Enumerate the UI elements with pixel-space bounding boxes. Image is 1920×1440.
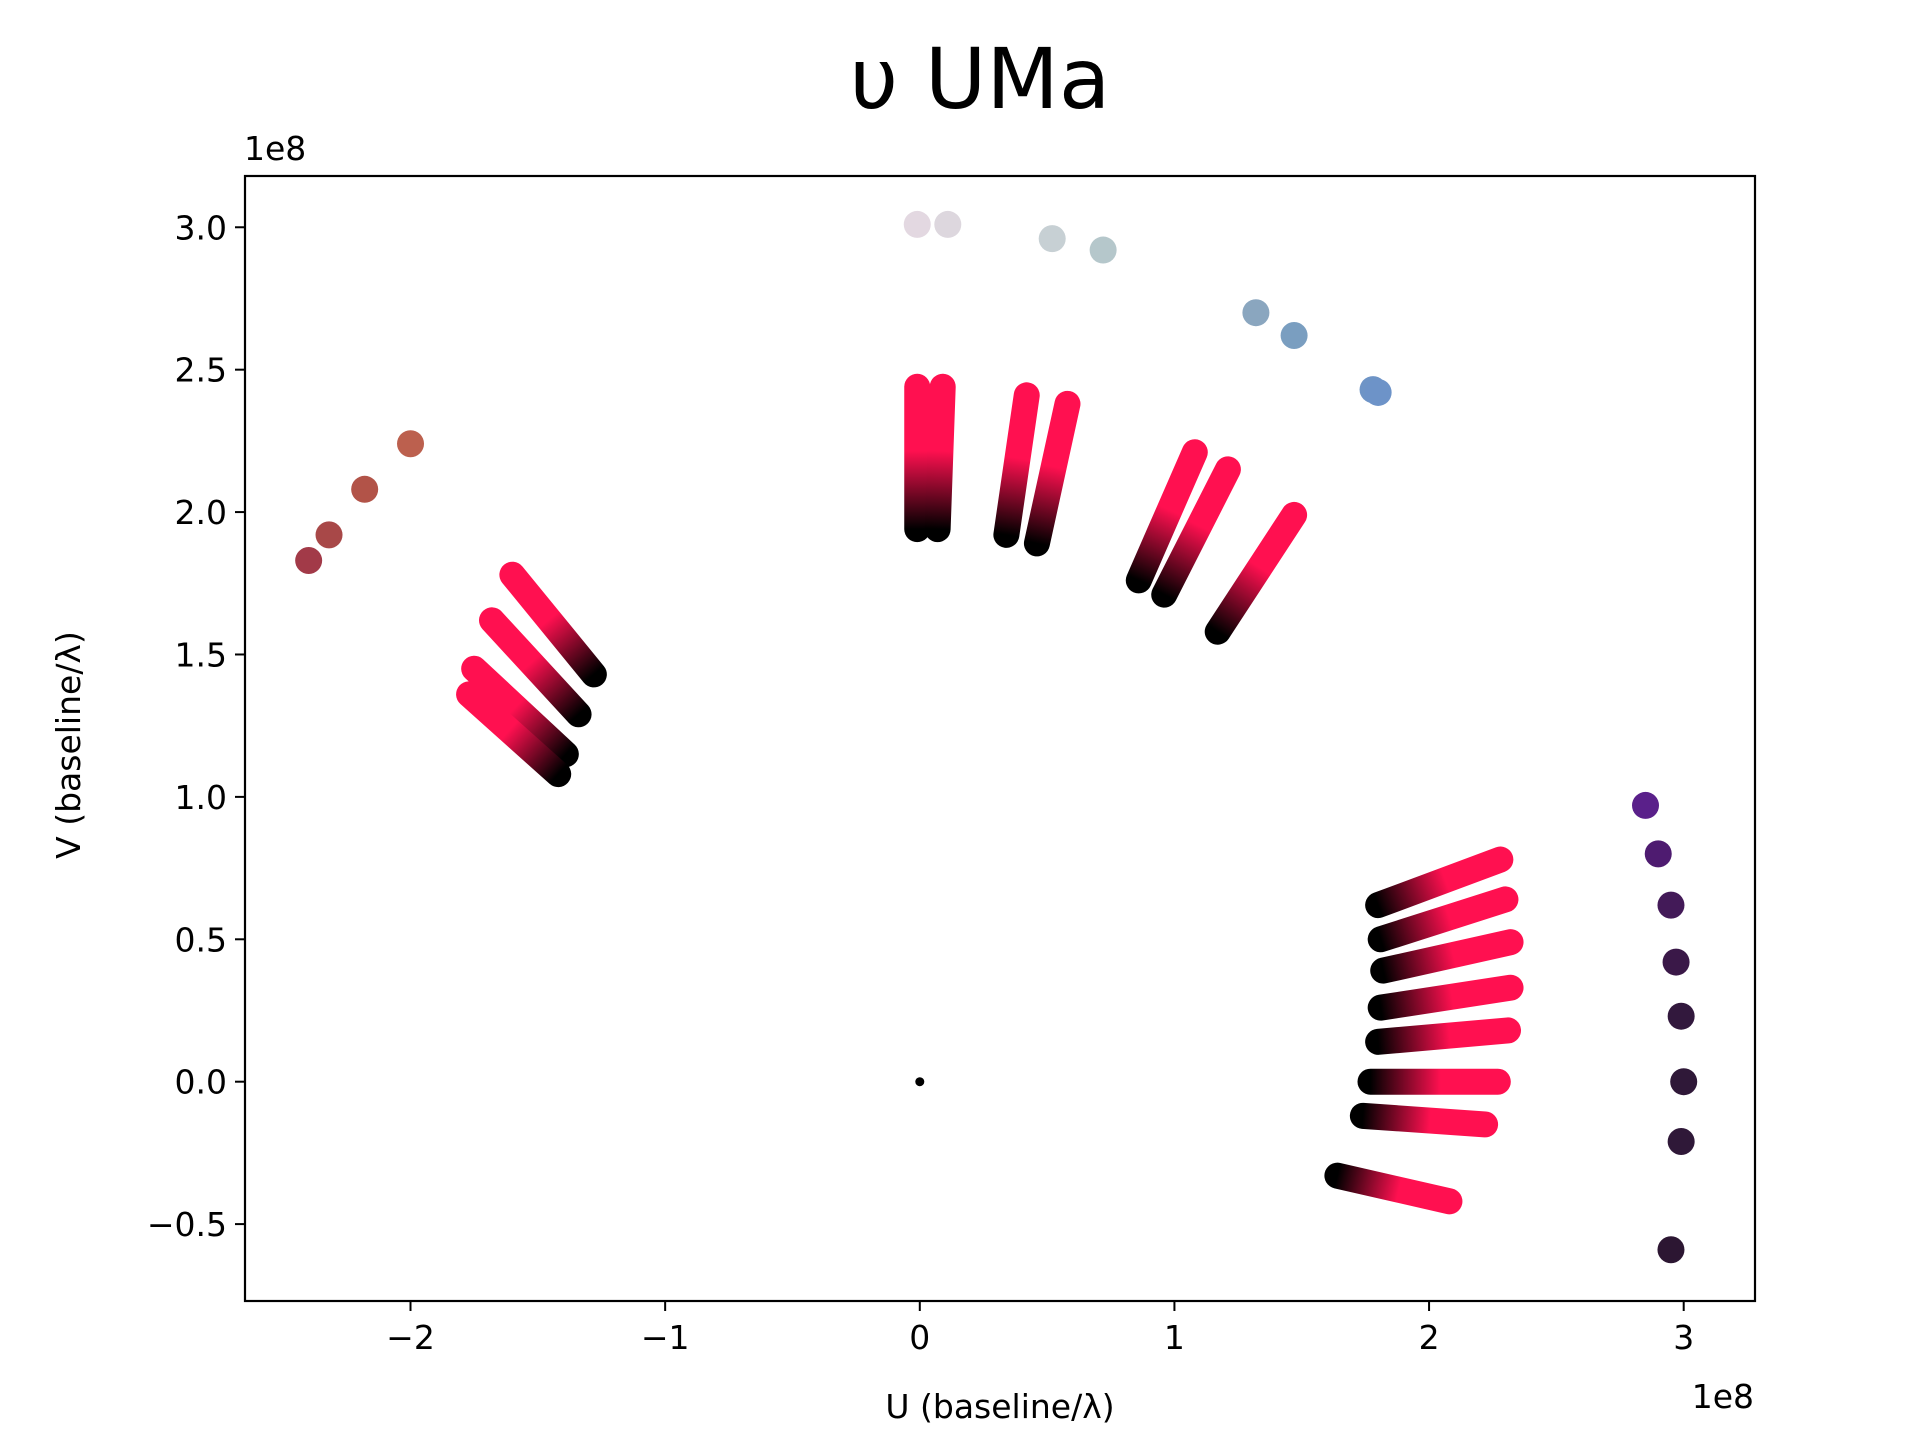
data-point [1667,1002,1695,1030]
data-point [934,210,962,238]
data-point [903,210,931,238]
chart-title: υ UMa [850,30,1111,128]
x-tick-label: 1 [1164,1318,1185,1357]
plot-frame [243,174,1757,1303]
y-tick-label: 2.0 [175,493,227,532]
data-point [1657,1236,1685,1264]
x-axis-label: U (baseline/λ) [885,1387,1114,1426]
gradient-track [499,561,607,688]
gradient-track [1365,846,1514,919]
plot-marks [295,210,1698,1264]
y-axis-label: V (baseline/λ) [49,631,88,859]
x-tick-label: 0 [909,1318,930,1357]
gradient-track [1349,1102,1499,1138]
x-multiplier-label: 1e8 [1692,1377,1754,1416]
y-tick-label: 2.5 [175,351,227,390]
gradient-track [1367,886,1519,953]
data-point [1657,891,1685,919]
y-tick-label: 3.0 [175,208,227,247]
x-tick-label: −1 [641,1318,690,1357]
data-point [1667,1128,1695,1156]
data-point [351,475,379,503]
data-point [1089,236,1117,264]
x-tick-label: 2 [1419,1318,1440,1357]
data-point [1364,378,1392,406]
data-point [1644,840,1672,868]
axis-ticks: −2 −1 0 1 2 3 −0.5 0.0 0.5 1.0 1.5 2.0 2.5 3.0 [147,208,1694,1357]
data-point [1280,321,1308,349]
x-tick-label: −2 [386,1318,435,1357]
y-tick-label: 0.5 [175,920,227,959]
gradient-track [1151,456,1241,608]
data-point [295,546,323,574]
y-multiplier-label: 1e8 [244,129,306,168]
data-point [1632,791,1660,819]
gradient-track [1125,439,1208,594]
gradient-track [924,373,956,543]
gradient-track [993,382,1040,548]
data-point [1670,1068,1698,1096]
gradient-track [1370,929,1524,984]
data-point [1038,225,1066,253]
data-point [315,521,343,549]
gradient-track [456,681,572,788]
x-tick-label: 3 [1673,1318,1694,1357]
y-tick-label: 1.0 [175,778,227,817]
y-tick-label: 1.5 [175,635,227,674]
data-point [1662,948,1690,976]
gradient-track [1204,501,1308,645]
y-tick-label: −0.5 [147,1205,227,1244]
gradient-track [1324,1162,1463,1215]
data-point [397,430,425,458]
data-point [1242,299,1270,327]
gradient-track [478,607,592,728]
gradient-track [1367,974,1524,1021]
y-tick-label: 0.0 [175,1063,227,1102]
gradient-track [1365,1017,1522,1055]
gradient-track [461,655,579,768]
gradient-track [1023,390,1081,557]
origin-point [915,1077,925,1087]
